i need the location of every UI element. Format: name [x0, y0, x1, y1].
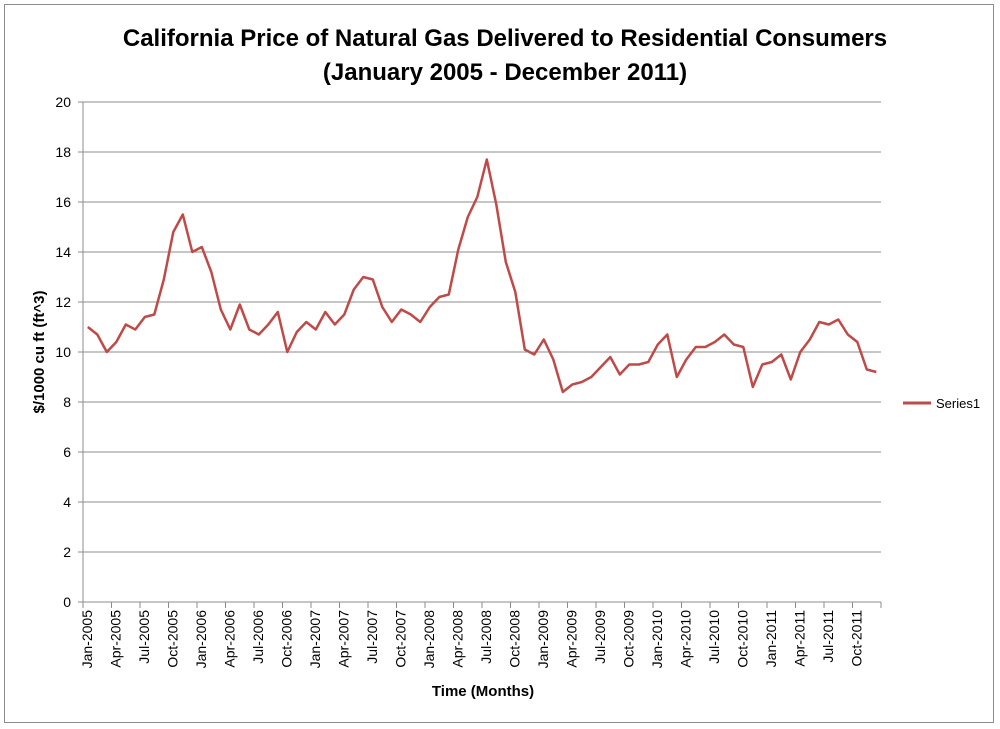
y-tick-label: 12	[55, 294, 71, 310]
y-tick-label: 14	[55, 244, 71, 260]
x-tick-label: Jan-2006	[193, 610, 209, 669]
x-tick-label: Oct-2006	[278, 610, 294, 668]
x-tick-label: Jul-2006	[250, 610, 266, 664]
y-tick-label: 10	[55, 344, 71, 360]
series-lines	[87, 158, 877, 394]
y-tick-label: 18	[55, 144, 71, 160]
y-tick-label: 20	[55, 94, 71, 110]
x-tick-label: Oct-2008	[506, 610, 522, 668]
axes	[82, 102, 882, 608]
x-tick-label: Jul-2005	[136, 610, 152, 664]
y-tick-labels: 0 2 4 6 8 10 12 14 16 18 20	[55, 94, 71, 610]
x-tick-label: Oct-2007	[392, 610, 408, 668]
x-tick-label: Apr-2009	[563, 610, 579, 668]
x-axis-label: Time (Months)	[432, 683, 534, 700]
x-tick-label: Apr-2011	[791, 610, 807, 667]
x-tick-label: Jan-2011	[763, 610, 779, 668]
x-tick-label: Jan-2008	[421, 610, 437, 669]
y-axis-label: $/1000 cu ft (ft^3)	[31, 291, 48, 414]
y-tick-label: 16	[55, 194, 71, 210]
series-line-1	[87, 158, 877, 394]
chart-title-line-2: (January 2005 - December 2011)	[323, 59, 687, 86]
x-tick-label: Jul-2008	[478, 610, 494, 664]
x-tick-labels: Jan-2005 Apr-2005 Jul-2005 Oct-2005 Jan-2006…	[79, 610, 865, 669]
x-tick-label: Jan-2007	[307, 610, 323, 669]
y-tick-label: 4	[63, 494, 71, 510]
x-tick-label: Apr-2008	[449, 610, 465, 668]
chart-title-line-1: California Price of Natural Gas Delivere…	[123, 25, 887, 52]
y-tick-label: 6	[63, 444, 71, 460]
x-tick-label: Jul-2009	[592, 610, 608, 664]
x-tick-label: Oct-2011	[848, 610, 864, 667]
legend-label-series1: Series1	[936, 396, 980, 411]
gridlines	[78, 101, 881, 603]
x-tick-label: Oct-2005	[164, 610, 180, 668]
legend: Series1	[903, 396, 980, 411]
x-tick-label: Apr-2006	[221, 610, 237, 668]
x-tick-label: Jul-2011	[820, 610, 836, 663]
y-tick-label: 8	[63, 394, 71, 410]
x-tick-label: Apr-2007	[335, 610, 351, 668]
x-tick-label: Jul-2010	[706, 610, 722, 664]
x-tick-label: Jan-2005	[79, 610, 95, 669]
y-tick-label: 2	[63, 544, 71, 560]
x-tick-label: Apr-2010	[677, 610, 693, 668]
x-tick-label: Oct-2010	[734, 610, 750, 668]
x-tick-label: Apr-2005	[107, 610, 123, 668]
x-tick-label: Jan-2010	[649, 610, 665, 669]
y-tick-label: 0	[63, 594, 71, 610]
x-tick-label: Oct-2009	[620, 610, 636, 668]
x-tick-label: Jan-2009	[535, 610, 551, 669]
x-tick-label: Jul-2007	[364, 610, 380, 664]
